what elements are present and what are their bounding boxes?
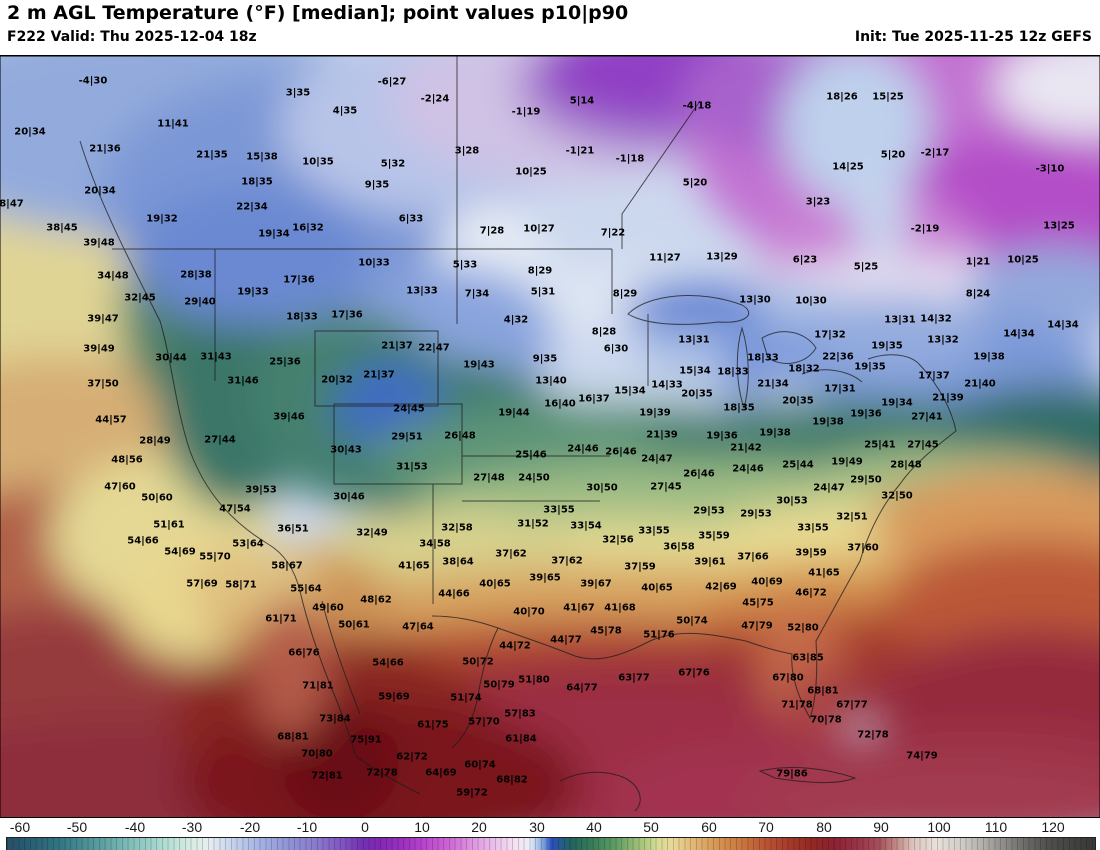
map-borders (79, 56, 957, 812)
colorbar-tick: -40 (124, 819, 146, 835)
colorbar-tick: 40 (586, 819, 602, 835)
colorbar-tick: 60 (701, 819, 717, 835)
colorbar-bins (7, 838, 1095, 850)
colorbar-tick: 30 (529, 819, 545, 835)
colorbar-tick: 120 (1041, 819, 1065, 835)
colorbar-tick: 10 (414, 819, 430, 835)
colorbar-tick: -10 (296, 819, 318, 835)
colorbar-tick: 90 (873, 819, 889, 835)
colorbar-area: -60 -50 -40 -30 -20 -10 0 10 20 30 40 50 60 70 80 90 100… (0, 818, 1100, 850)
init-time-label: Init: Tue 2025-11-25 12z GEFS (854, 29, 1092, 45)
colorbar (6, 837, 1096, 850)
temperature-field-graphic (0, 56, 1100, 817)
valid-time-label: F222 Valid: Thu 2025-12-04 18z (7, 29, 257, 45)
colorbar-tick: -50 (66, 819, 88, 835)
colorbar-tick-labels: -60 -50 -40 -30 -20 -10 0 10 20 30 40 50 60 70 80 90 100… (0, 818, 1100, 835)
colorbar-tick: -60 (9, 819, 31, 835)
colorbar-tick: 100 (927, 819, 951, 835)
temperature-map: www.pivotalweather.com piv⚙tal weather (0, 55, 1100, 818)
colorbar-tick: -20 (239, 819, 261, 835)
page-title: 2 m AGL Temperature (°F) [median]; point… (7, 2, 629, 24)
colorbar-tick: 110 (984, 819, 1008, 835)
colorbar-tick: 0 (361, 819, 369, 835)
colorbar-tick: 50 (643, 819, 659, 835)
colorbar-tick: -30 (181, 819, 203, 835)
colorbar-tick: 20 (471, 819, 487, 835)
colorbar-tick: 70 (758, 819, 774, 835)
header: 2 m AGL Temperature (°F) [median]; point… (0, 0, 1100, 55)
colorbar-tick: 80 (816, 819, 832, 835)
